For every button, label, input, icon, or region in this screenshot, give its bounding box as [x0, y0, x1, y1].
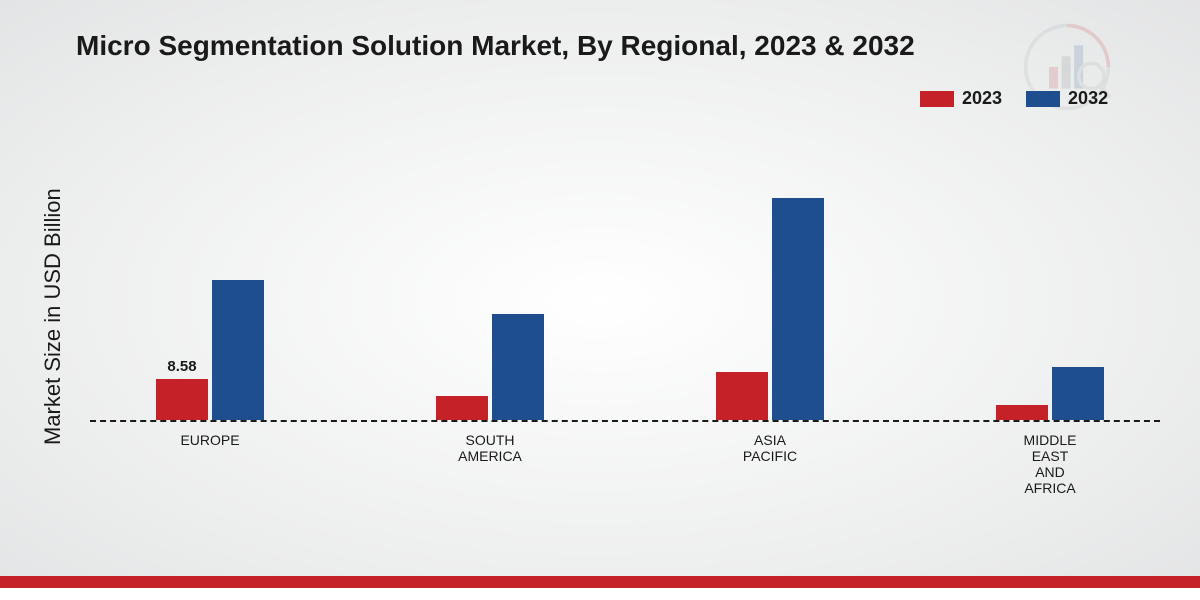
chart-title: Micro Segmentation Solution Market, By R…	[76, 30, 915, 62]
bar-2023-0	[156, 379, 208, 420]
bar-2023-1	[436, 396, 488, 420]
chart-page: Micro Segmentation Solution Market, By R…	[0, 0, 1200, 600]
bar-2032-1	[492, 314, 544, 420]
plot-area: EUROPESOUTH AMERICAASIA PACIFICMIDDLE EA…	[90, 130, 1160, 420]
category-label-2: ASIA PACIFIC	[743, 432, 797, 464]
legend: 2023 2032	[920, 88, 1108, 109]
bar-2023-3	[996, 405, 1048, 420]
category-label-3: MIDDLE EAST AND AFRICA	[1024, 432, 1077, 496]
bar-2023-2	[716, 372, 768, 420]
legend-item-2023: 2023	[920, 88, 1002, 109]
bar-2032-2	[772, 198, 824, 420]
footer-stripe-white	[0, 588, 1200, 600]
category-label-1: SOUTH AMERICA	[458, 432, 522, 464]
x-axis-baseline	[90, 420, 1160, 422]
legend-item-2032: 2032	[1026, 88, 1108, 109]
bar-2032-0	[212, 280, 264, 420]
bar-2032-3	[1052, 367, 1104, 420]
legend-label-2023: 2023	[962, 88, 1002, 109]
category-label-0: EUROPE	[180, 432, 239, 448]
legend-label-2032: 2032	[1068, 88, 1108, 109]
data-label: 8.58	[167, 358, 196, 375]
legend-swatch-2032	[1026, 91, 1060, 107]
y-axis-label: Market Size in USD Billion	[40, 188, 66, 445]
legend-swatch-2023	[920, 91, 954, 107]
footer-stripe-red	[0, 576, 1200, 588]
